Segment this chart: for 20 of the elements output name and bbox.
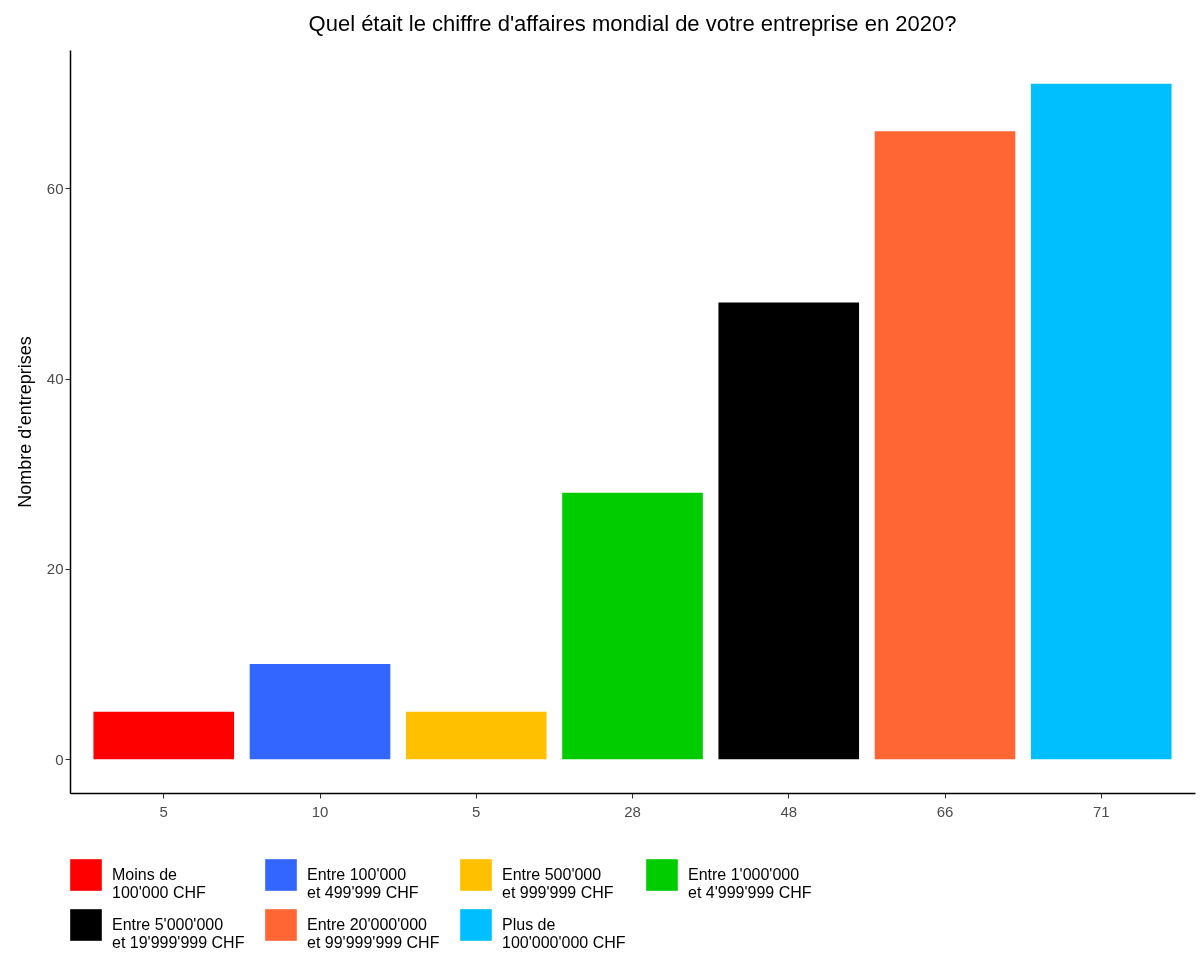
legend-label: Entre 20'000'000 et 99'999'999 CHF — [307, 916, 440, 951]
legend-label: Entre 100'000 et 499'999 CHF — [307, 866, 419, 901]
legend-label: Entre 1'000'000 et 4'999'999 CHF — [688, 866, 812, 901]
legend-label: Plus de 100'000'000 CHF — [502, 916, 626, 951]
y-tick-label: 60 — [46, 179, 64, 197]
x-tick-label: 5 — [159, 802, 168, 820]
x-tick-label: 28 — [624, 802, 641, 820]
x-tick-label: 5 — [472, 802, 481, 820]
y-tick-label: 20 — [46, 560, 64, 578]
legend-label: Entre 500'000 et 999'999 CHF — [502, 866, 614, 901]
y-tick-label: 0 — [55, 750, 64, 768]
legend-label: Entre 5'000'000 et 19'999'999 CHF — [112, 916, 245, 951]
x-tick-label: 71 — [1092, 802, 1110, 820]
x-tick-label: 10 — [311, 802, 329, 820]
x-tick-label: 66 — [936, 802, 954, 820]
x-tick-label: 48 — [780, 802, 798, 820]
legend-label: Moins de 100'000 CHF — [112, 866, 206, 901]
chart-title: Quel était le chiffre d'affaires mondial de votre entreprise en 2020? — [308, 11, 957, 36]
y-axis-title: Nombre d'entreprises — [14, 336, 35, 508]
y-tick-label: 40 — [46, 370, 64, 388]
